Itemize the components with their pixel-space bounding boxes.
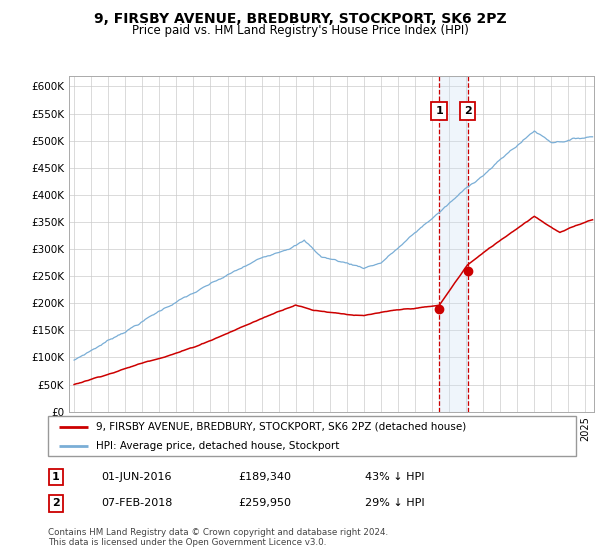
Text: £259,950: £259,950 — [238, 498, 291, 508]
Text: 07-FEB-2018: 07-FEB-2018 — [101, 498, 172, 508]
Text: HPI: Average price, detached house, Stockport: HPI: Average price, detached house, Stoc… — [95, 441, 339, 450]
Text: Price paid vs. HM Land Registry's House Price Index (HPI): Price paid vs. HM Land Registry's House … — [131, 24, 469, 37]
Text: 2: 2 — [52, 498, 60, 508]
Text: Contains HM Land Registry data © Crown copyright and database right 2024.
This d: Contains HM Land Registry data © Crown c… — [48, 528, 388, 547]
Text: £189,340: £189,340 — [238, 472, 291, 482]
Text: 29% ↓ HPI: 29% ↓ HPI — [365, 498, 424, 508]
Text: 01-JUN-2016: 01-JUN-2016 — [101, 472, 172, 482]
Text: 2: 2 — [464, 106, 472, 116]
Text: 1: 1 — [436, 106, 443, 116]
Bar — [439, 76, 467, 412]
Text: 9, FIRSBY AVENUE, BREDBURY, STOCKPORT, SK6 2PZ: 9, FIRSBY AVENUE, BREDBURY, STOCKPORT, S… — [94, 12, 506, 26]
Text: 1: 1 — [52, 472, 60, 482]
Text: 9, FIRSBY AVENUE, BREDBURY, STOCKPORT, SK6 2PZ (detached house): 9, FIRSBY AVENUE, BREDBURY, STOCKPORT, S… — [95, 422, 466, 432]
FancyBboxPatch shape — [48, 416, 576, 456]
Text: 43% ↓ HPI: 43% ↓ HPI — [365, 472, 424, 482]
